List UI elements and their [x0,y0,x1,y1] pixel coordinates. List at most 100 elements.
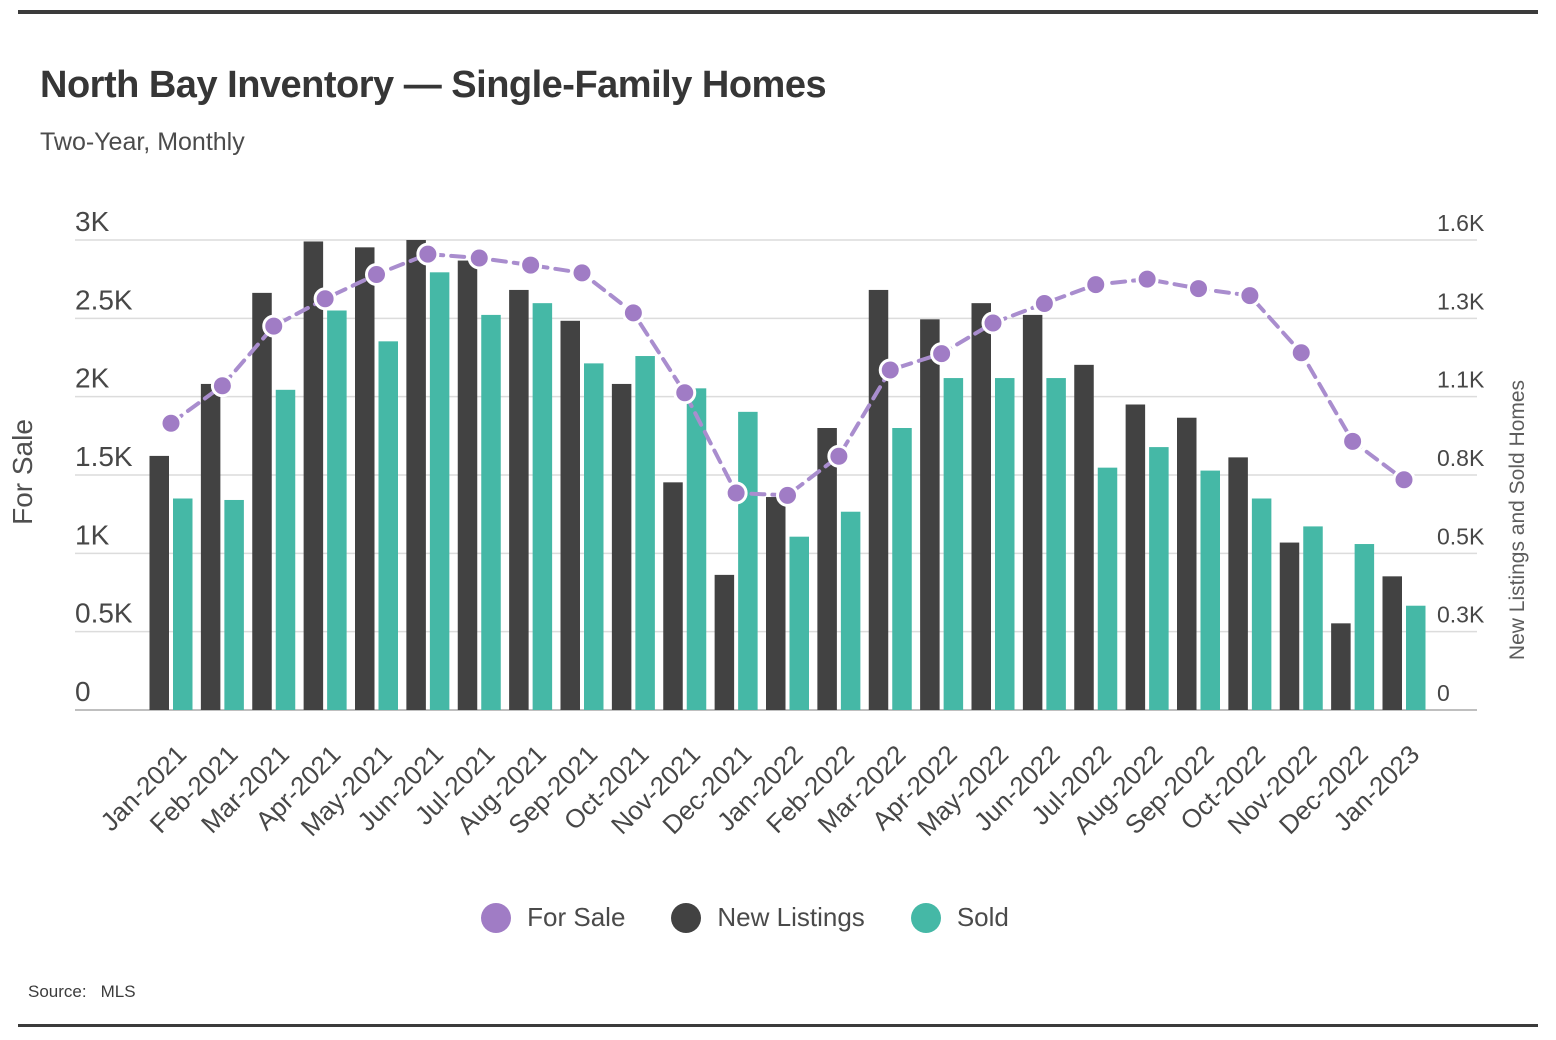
sold-bar [532,303,553,710]
right-axis-tick-label: 1.3K [1437,288,1485,314]
new-listings-bar [868,289,889,710]
new-listings-bar [611,383,632,710]
for-sale-point [1135,267,1159,291]
right-axis-title: New Listings and Sold Homes [1506,380,1529,660]
new-listings-bar [1125,404,1146,710]
new-listings-bar [1074,364,1094,710]
left-axis-tick-label: 0.5K [75,598,133,629]
right-axis-tick-label: 0.3K [1437,602,1485,628]
left-axis-title: For Sale [7,419,38,525]
left-axis-tick-label: 1.5K [75,441,133,472]
left-axis-tick-label: 2.5K [75,284,133,315]
for-sale-point [1084,273,1108,297]
left-axis-tick-label: 3K [75,206,110,237]
new-listings-bar [200,383,221,710]
right-axis-tick-label: 0.5K [1437,523,1485,549]
new-listings-bar [149,455,169,710]
sold-bar [429,272,450,710]
for-sale-point [930,342,954,366]
source-label: Source: [28,982,87,1001]
sold-bar [173,498,193,710]
sold-bar [892,428,912,710]
new-listings-bar [303,241,324,710]
for-sale-point [570,261,594,285]
new-listings-bar [355,247,375,710]
for-sale-point [878,358,902,382]
left-axis-tick-label: 1K [75,519,110,550]
legend-label-new-listings: New Listings [717,902,865,932]
legend-item-sold: Sold [910,902,1009,933]
for-sale-point [1238,284,1262,308]
right-axis-tick-label: 1.1K [1437,367,1485,393]
new-listings-bar [1022,314,1043,710]
new-listings-bar [817,428,837,710]
legend-item-new-listings: New Listings [671,902,865,933]
sold-bar [327,310,347,710]
for-sale-point [416,242,440,266]
for-sale-point [1289,341,1313,365]
for-sale-point [724,481,748,505]
new-listings-marker-icon [671,902,702,933]
sold-bar [1046,378,1066,710]
left-axis-tick-label: 0 [75,676,91,707]
new-listings-bar [560,320,580,710]
new-listings-bar [457,260,478,710]
for-sale-point [519,253,543,277]
legend-item-for-sale: For Sale [481,902,625,933]
sold-bar [789,536,809,710]
for-sale-marker-icon [481,902,512,933]
new-listings-bar [1382,576,1402,710]
new-listings-bar [766,497,786,710]
for-sale-point [1032,291,1056,315]
for-sale-point [776,483,799,507]
for-sale-point [313,287,337,311]
sold-bar [1354,544,1375,710]
new-listings-bar [920,319,940,710]
source-value: MLS [100,982,136,1001]
for-sale-point [827,444,851,468]
sold-bar [1097,467,1118,710]
sold-bar [1149,447,1169,710]
new-listings-bar [252,292,272,710]
sold-bar [1200,470,1220,710]
for-sale-point [365,262,388,286]
for-sale-point [467,246,491,270]
sold-bar [378,341,398,710]
sold-bar [635,356,655,710]
new-listings-bar [1228,457,1248,710]
sold-bar [481,314,501,710]
sold-bar [943,378,964,710]
for-sale-point [981,311,1005,335]
sold-bar [1251,498,1272,710]
sold-bar [224,499,244,710]
right-axis-tick-label: 1.6K [1437,210,1485,236]
legend-label-for-sale: For Sale [527,902,626,932]
new-listings-bar [971,303,991,710]
sold-bar [686,388,707,710]
for-sale-point [210,374,234,398]
right-axis-tick-label: 0 [1437,680,1450,706]
sold-bar [738,411,758,710]
sold-bar [840,511,861,710]
new-listings-bar [406,240,426,710]
chart-legend: For Sale New Listings Sold [0,902,1490,933]
left-axis-tick-label: 2K [75,363,110,394]
new-listings-bar [1331,623,1351,710]
page-subtitle: Two-Year, Monthly [40,128,245,156]
new-listings-bar [509,289,529,710]
bottom-rule [18,1024,1538,1027]
new-listings-bar [1279,542,1300,710]
new-listings-bar [663,482,683,710]
sold-bar [1406,605,1426,710]
for-sale-point [1392,468,1416,492]
sold-bar [1303,526,1323,710]
page-title: North Bay Inventory — Single-Family Home… [40,64,827,106]
sold-marker-icon [910,902,941,933]
new-listings-bar [714,574,735,710]
legend-label-sold: Sold [956,902,1009,932]
right-axis-tick-label: 0.8K [1437,445,1485,471]
for-sale-point [1187,277,1210,301]
top-rule [18,10,1538,14]
sold-bar [275,389,296,710]
